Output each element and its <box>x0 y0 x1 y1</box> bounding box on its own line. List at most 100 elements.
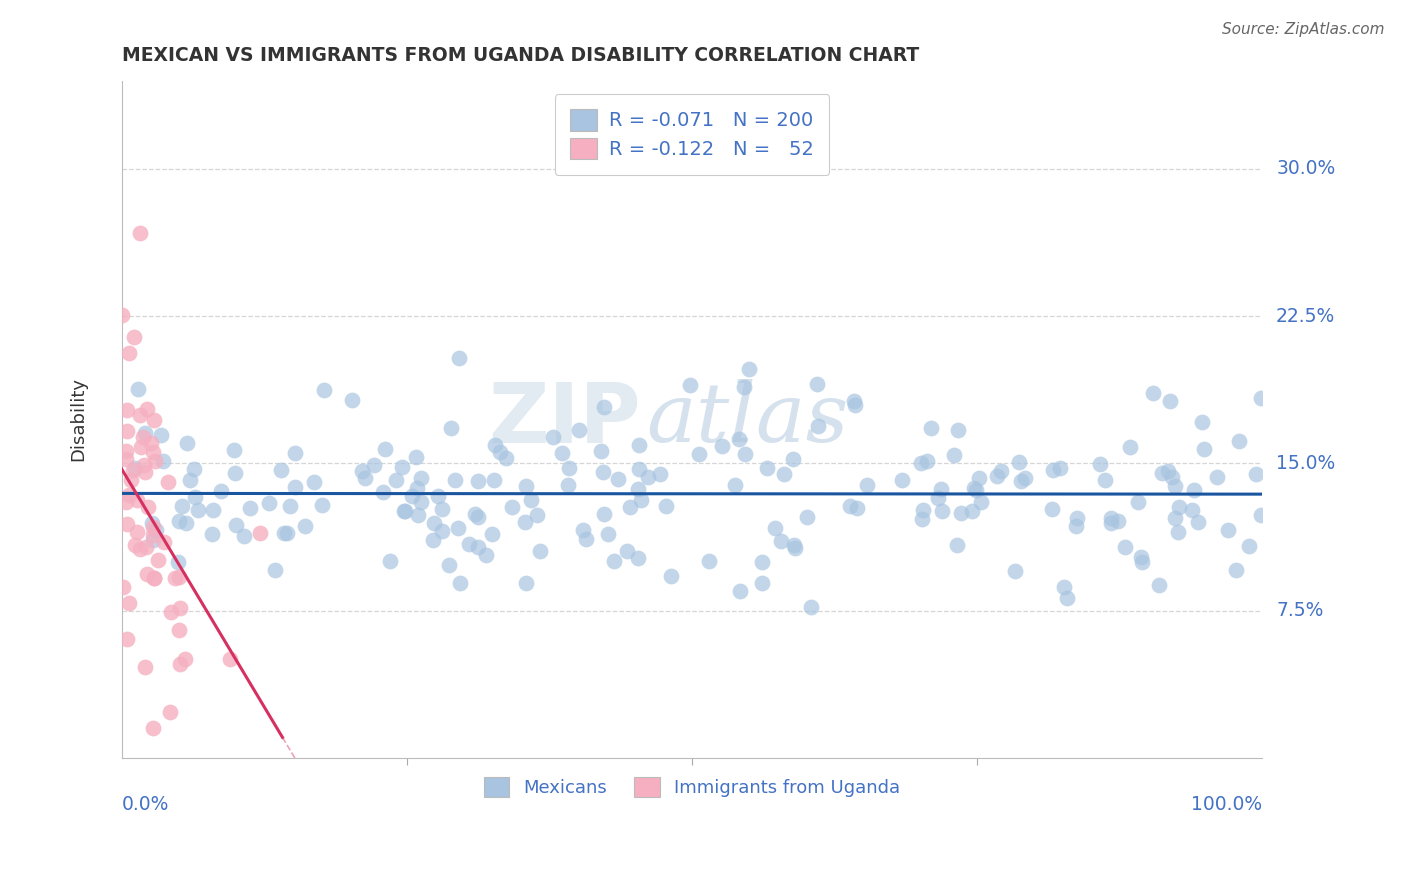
Point <box>464 508 486 522</box>
Point <box>950 506 973 520</box>
Point <box>159 706 181 720</box>
Point <box>115 494 138 508</box>
Point <box>733 380 755 394</box>
Point <box>1164 510 1187 524</box>
Point <box>1164 479 1187 493</box>
Point <box>1187 515 1209 529</box>
Point <box>115 424 138 438</box>
Text: ZIP: ZIP <box>488 379 641 459</box>
Point <box>630 492 652 507</box>
Point <box>239 501 262 516</box>
Point <box>312 383 335 397</box>
Point <box>1064 519 1087 533</box>
Point <box>391 459 413 474</box>
Point <box>136 566 159 581</box>
Point <box>284 480 307 494</box>
Point <box>125 493 148 508</box>
Text: 15.0%: 15.0% <box>1277 454 1336 473</box>
Point <box>1218 523 1240 537</box>
Point <box>911 512 934 526</box>
Point <box>920 420 942 434</box>
Point <box>115 443 138 458</box>
Point <box>120 474 142 488</box>
Point <box>115 451 138 466</box>
Point <box>1130 555 1153 569</box>
Point <box>655 499 678 513</box>
Point <box>591 444 613 458</box>
Point <box>146 553 169 567</box>
Point <box>970 494 993 508</box>
Point <box>484 438 506 452</box>
Point <box>201 502 224 516</box>
Point <box>946 423 969 437</box>
Point <box>557 478 579 492</box>
Point <box>513 515 536 529</box>
Point <box>167 569 190 583</box>
Point <box>763 521 786 535</box>
Point <box>426 489 449 503</box>
Point <box>392 504 415 518</box>
Point <box>910 457 932 471</box>
Point <box>603 554 626 568</box>
Point <box>233 529 256 543</box>
Point <box>259 496 281 510</box>
Point <box>1066 511 1088 525</box>
Point <box>1040 502 1063 516</box>
Point <box>447 521 470 535</box>
Point <box>1182 483 1205 498</box>
Point <box>627 462 650 476</box>
Point <box>475 548 498 562</box>
Point <box>1094 473 1116 487</box>
Point <box>1042 463 1064 477</box>
Point <box>394 504 416 518</box>
Point <box>1049 461 1071 475</box>
Point <box>1250 508 1272 522</box>
Point <box>1191 415 1213 429</box>
Point <box>449 351 471 366</box>
Point <box>172 500 194 514</box>
Point <box>1161 470 1184 484</box>
Point <box>270 463 292 477</box>
Point <box>169 600 191 615</box>
Point <box>141 436 163 450</box>
Text: 0.0%: 0.0% <box>122 795 169 814</box>
Point <box>1225 564 1247 578</box>
Point <box>515 575 537 590</box>
Point <box>541 429 564 443</box>
Point <box>273 525 295 540</box>
Point <box>1004 564 1026 578</box>
Point <box>637 470 659 484</box>
Point <box>619 500 641 515</box>
Point <box>134 426 156 441</box>
Point <box>145 523 167 537</box>
Point <box>129 226 152 240</box>
Point <box>384 474 406 488</box>
Point <box>169 657 191 672</box>
Point <box>409 494 432 508</box>
Point <box>432 524 454 539</box>
Point <box>174 516 197 530</box>
Point <box>1246 467 1268 482</box>
Point <box>134 458 156 473</box>
Point <box>986 469 1008 483</box>
Point <box>1237 539 1260 553</box>
Point <box>1052 580 1074 594</box>
Point <box>129 440 152 454</box>
Point <box>489 445 512 459</box>
Point <box>931 483 953 497</box>
Point <box>844 398 866 412</box>
Point <box>800 599 823 614</box>
Point <box>495 450 517 465</box>
Point <box>141 516 163 531</box>
Point <box>411 471 433 485</box>
Point <box>179 474 201 488</box>
Point <box>912 502 935 516</box>
Point <box>1159 394 1181 409</box>
Point <box>770 534 793 549</box>
Point <box>963 482 986 496</box>
Point <box>1107 514 1129 528</box>
Point <box>616 544 638 558</box>
Legend: Mexicans, Immigrants from Uganda: Mexicans, Immigrants from Uganda <box>475 768 910 806</box>
Point <box>135 540 157 554</box>
Point <box>304 475 326 489</box>
